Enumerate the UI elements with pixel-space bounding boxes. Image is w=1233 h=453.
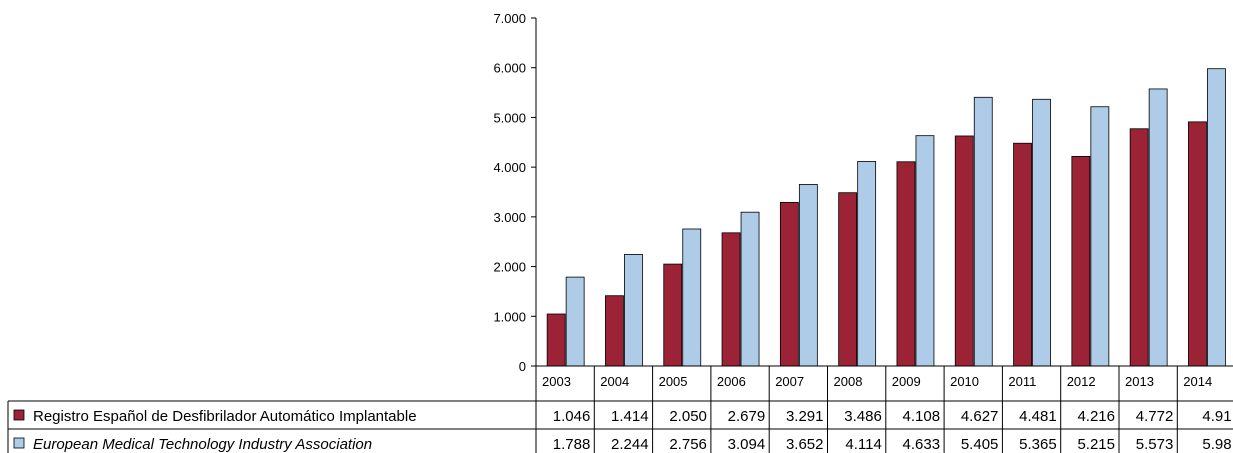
category-label: 2011 [1008, 374, 1036, 389]
legend-swatch-registro [13, 409, 25, 421]
category-label: 2014 [1183, 374, 1212, 389]
category-label: 2010 [950, 374, 979, 389]
cell-value-eucomed: 5.215 [1077, 436, 1115, 453]
category-label: 2004 [600, 374, 629, 389]
cell-value-registro: 1.046 [553, 408, 591, 425]
y-tick-label: 0 [519, 359, 526, 374]
y-tick-label: 7.000 [493, 11, 526, 26]
y-tick-label: 4.000 [493, 160, 526, 175]
legend-swatch-eucomed [13, 437, 25, 449]
cell-value-eucomed: 5.573 [1136, 436, 1174, 453]
cell-value-registro: 2.050 [669, 408, 707, 425]
bar-registro [1129, 128, 1149, 367]
bar-registro [1013, 142, 1032, 367]
cell-value-registro: 4.108 [903, 408, 941, 425]
bar-eucomed [565, 276, 585, 367]
bar-registro [605, 295, 624, 367]
bar-registro [779, 201, 799, 367]
cell-value-eucomed: 5.365 [1019, 436, 1057, 453]
bar-eucomed [915, 135, 935, 367]
cell-value-eucomed: 4.114 [845, 436, 881, 453]
cell-value-eucomed: 2.244 [611, 436, 649, 453]
category-label: 2012 [1067, 374, 1096, 389]
category-label: 2005 [659, 374, 688, 389]
cell-value-registro: 4.91⁠ [1202, 408, 1231, 425]
cell-value-registro: 4.481 [1019, 408, 1057, 425]
category-label: 2007 [775, 374, 804, 389]
cell-value-registro: 2.679 [728, 408, 766, 425]
series-label-eucomed: European Medical Technology Industry Ass… [33, 436, 372, 453]
bar-eucomed [682, 228, 702, 367]
bar-eucomed [798, 184, 818, 367]
bar-registro [1188, 121, 1207, 367]
bar-eucomed [1090, 106, 1110, 367]
cell-value-registro: 4.627 [961, 408, 999, 425]
bar-registro [546, 313, 566, 367]
cell-value-eucomed: 2.756 [669, 436, 707, 453]
cell-value-registro: 3.291 [786, 408, 824, 425]
bar-eucomed [1207, 68, 1226, 367]
bar-eucomed [973, 96, 993, 367]
y-tick-label: 6.000 [493, 61, 526, 76]
cell-value-registro: 4.216 [1077, 408, 1115, 425]
y-tick-label: 5.000 [493, 110, 526, 125]
cell-value-eucomed: 5.98⁠ [1202, 436, 1231, 453]
category-label: 2013 [1125, 374, 1154, 389]
y-tick-label: 2.000 [493, 260, 526, 275]
cell-value-eucomed: 3.094 [728, 436, 766, 453]
category-label: 2009 [892, 374, 921, 389]
cell-value-eucomed: 1.788 [553, 436, 591, 453]
cell-value-registro: 4.772 [1136, 408, 1174, 425]
bar-eucomed [857, 161, 877, 367]
bar-registro [663, 263, 683, 367]
y-tick-label: 1.000 [493, 309, 526, 324]
series-label-registro: Registro Español de Desfibrilador Automá… [33, 408, 417, 425]
bar-eucomed [1148, 88, 1168, 367]
bar-registro [721, 232, 741, 367]
y-tick-label: 3.000 [493, 210, 526, 225]
cell-value-eucomed: 4.633 [903, 436, 941, 453]
bar-eucomed [624, 254, 643, 367]
bar-registro [954, 135, 974, 367]
bar-eucomed [740, 211, 760, 367]
cell-value-eucomed: 5.405 [961, 436, 999, 453]
cell-value-registro: 1.414 [611, 408, 649, 425]
bar-eucomed [1032, 98, 1051, 367]
cell-value-registro: 3.486 [844, 408, 882, 425]
bar-registro [896, 161, 916, 367]
cell-value-eucomed: 3.652 [786, 436, 824, 453]
bar-registro [838, 192, 858, 367]
category-label: 2006 [717, 374, 746, 389]
category-label: 2008 [834, 374, 863, 389]
bar-registro [1071, 156, 1091, 367]
category-label: 2003 [542, 374, 571, 389]
